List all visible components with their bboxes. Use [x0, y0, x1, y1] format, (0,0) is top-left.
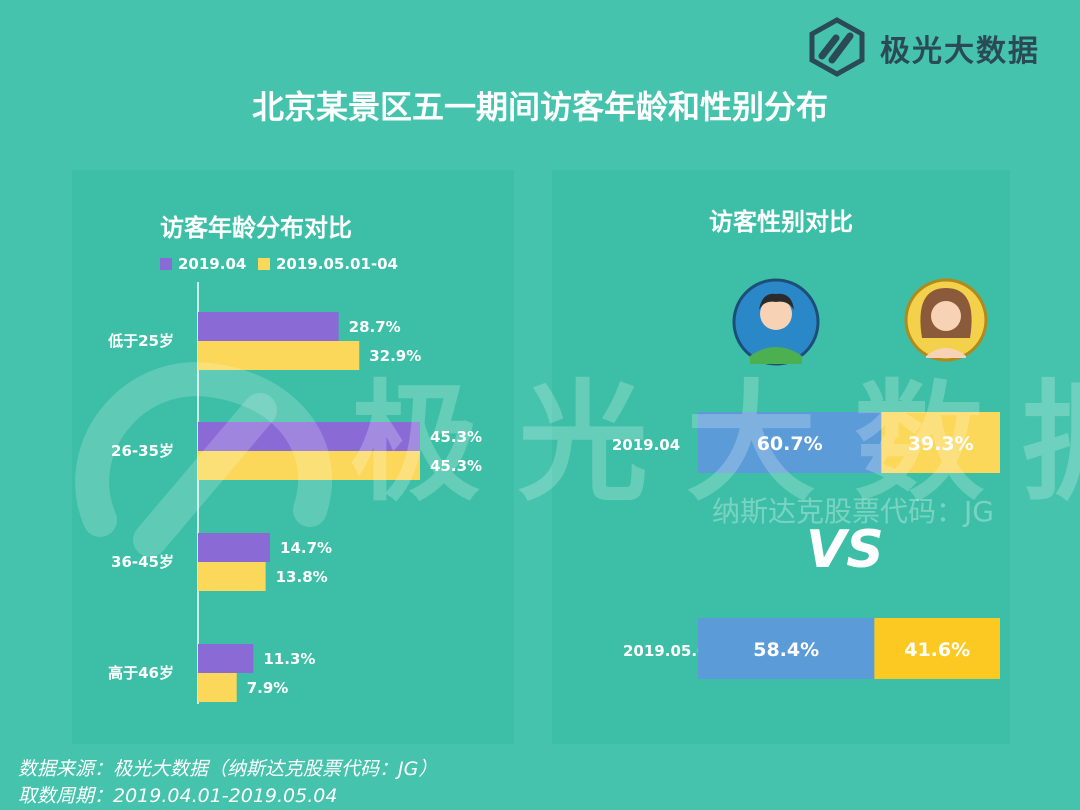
gender-bar-1-1 — [874, 618, 1000, 679]
age-value-label-0-0: 28.7% — [349, 318, 401, 336]
age-value-label-1-2: 13.8% — [276, 568, 328, 586]
gender-chart-panel: 访客性别对比 2019.04 60.7% 39.3% 2019.05.01-04 58.4… — [552, 170, 1010, 744]
age-bar-0-0 — [198, 312, 339, 341]
gender-value-label-0-0: 60.7% — [757, 433, 823, 455]
age-category-label: 36-45岁 — [111, 553, 174, 571]
footer-source: 数据来源：极光大数据（纳斯达克股票代码：JG） — [18, 758, 438, 780]
legend-swatch-1 — [258, 258, 270, 270]
vs-label: VS — [806, 520, 884, 580]
legend-label-1: 2019.05.01-04 — [276, 255, 398, 273]
age-bar-1-0 — [198, 341, 360, 370]
gender-chart-title: 访客性别对比 — [709, 208, 853, 236]
age-value-label-0-2: 14.7% — [280, 539, 332, 557]
gender-bar-0-0 — [698, 412, 882, 473]
age-chart-panel: 访客年龄分布对比 2019.04 2019.05.01-04 低于25岁 28.7% 32… — [72, 170, 514, 744]
age-bar-0-3 — [198, 644, 254, 673]
age-value-label-0-3: 11.3% — [263, 650, 315, 668]
footer-period: 取数周期：2019.04.01-2019.05.04 — [18, 785, 338, 807]
brand-name: 极光大数据 — [880, 34, 1040, 69]
legend-label-0: 2019.04 — [178, 255, 246, 273]
age-value-label-0-1: 45.3% — [430, 428, 482, 446]
gender-row-label-0: 2019.04 — [612, 436, 680, 454]
age-value-label-1-1: 45.3% — [430, 457, 482, 475]
gender-value-label-0-1: 58.4% — [753, 639, 819, 661]
age-bar-1-2 — [198, 562, 266, 591]
gender-value-label-1-0: 39.3% — [908, 433, 974, 455]
legend-swatch-0 — [160, 258, 172, 270]
age-bar-0-2 — [198, 533, 271, 562]
page-title: 北京某景区五一期间访客年龄和性别分布 — [251, 88, 828, 126]
age-value-label-1-0: 32.9% — [369, 347, 421, 365]
age-chart-title: 访客年龄分布对比 — [160, 214, 352, 242]
female-avatar-icon — [904, 278, 988, 362]
gender-bar-1-0 — [881, 412, 1000, 473]
age-bar-1-3 — [198, 673, 237, 702]
age-category-label: 高于46岁 — [108, 664, 174, 682]
age-category-label: 低于25岁 — [107, 332, 174, 350]
gender-value-label-1-1: 41.6% — [904, 639, 970, 661]
age-chart: 访客年龄分布对比 2019.04 2019.05.01-04 低于25岁 28.7% 32… — [107, 214, 482, 704]
age-bar-0-1 — [198, 422, 420, 451]
gender-bar-0-1 — [698, 618, 875, 679]
jiguang-logo-icon — [809, 17, 865, 77]
brand-header: 极光大数据 — [806, 16, 1066, 78]
age-bar-1-1 — [198, 451, 420, 480]
male-avatar-icon — [732, 278, 820, 366]
age-value-label-1-3: 7.9% — [247, 679, 289, 697]
age-category-label: 26-35岁 — [111, 442, 174, 460]
